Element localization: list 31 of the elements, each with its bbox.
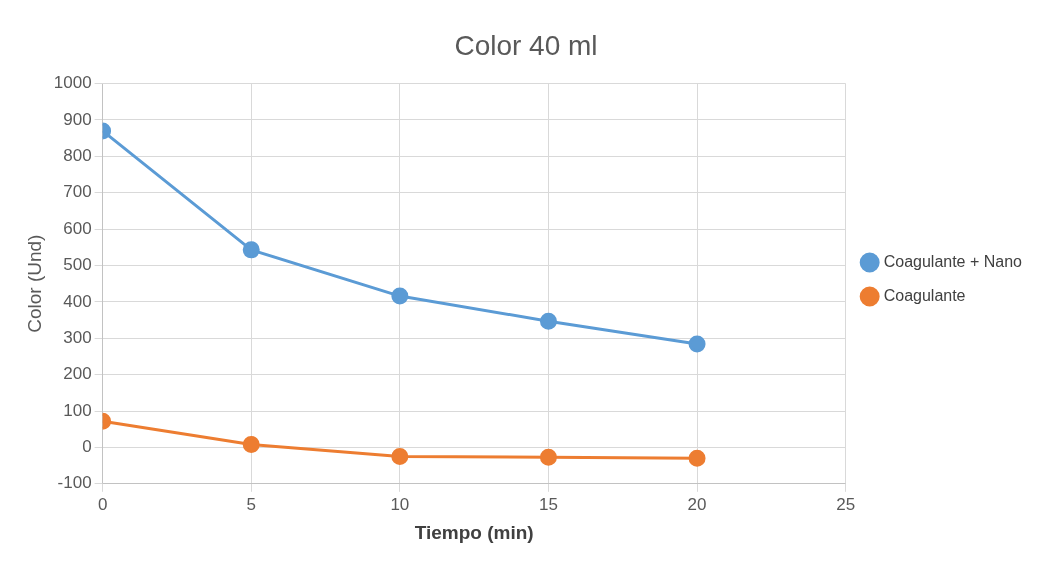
y-tick-label: 300 [63, 327, 92, 347]
y-tick-label: 500 [63, 255, 92, 275]
legend-label: Coagulante [883, 286, 966, 304]
point [391, 287, 409, 305]
x-tick-label: 5 [246, 494, 256, 514]
point [539, 448, 557, 466]
y-tick-label: 900 [63, 109, 92, 129]
y-tick-label: 100 [63, 400, 92, 420]
y-tick-label: 600 [63, 218, 92, 238]
y-tick-label: 0 [82, 437, 92, 457]
x-axis-title: Tiempo (min) [414, 521, 534, 543]
y-tick-label: 700 [63, 182, 92, 202]
point [242, 241, 260, 259]
y-tick-label: -100 [57, 473, 92, 493]
x-tick-label: 25 [836, 494, 856, 514]
y-tick-label: 1000 [53, 73, 92, 93]
point [539, 312, 557, 330]
y-tick-label: 400 [63, 291, 92, 311]
point [391, 448, 409, 466]
x-tick-label: 15 [538, 494, 558, 514]
x-tick-label: 20 [687, 494, 707, 514]
y-tick-label: 800 [63, 146, 92, 166]
point [688, 449, 706, 467]
y-axis-title: Color (Und) [23, 234, 45, 333]
x-tick-label: 0 [97, 494, 108, 514]
chart-title: Color 40 ml [454, 29, 598, 61]
x-tick-label: 10 [390, 494, 410, 514]
point [688, 335, 706, 353]
point [242, 436, 260, 454]
legend-label: Coagulante + Nano [883, 252, 1023, 270]
y-tick-label: 200 [63, 364, 92, 384]
